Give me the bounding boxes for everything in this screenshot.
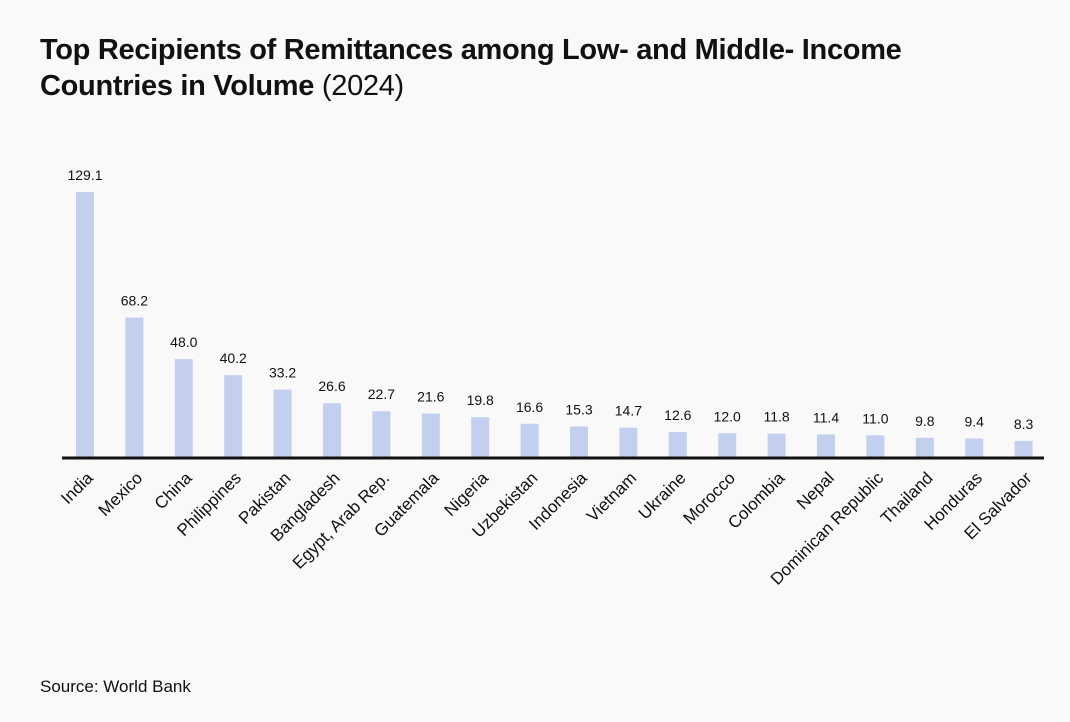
bar-india xyxy=(76,192,94,458)
value-label-vietnam: 14.7 xyxy=(615,403,642,419)
bar-thailand xyxy=(915,437,934,458)
chart-title-main: Top Recipients of Remittances among Low-… xyxy=(40,34,902,102)
bar-egypt-arab-rep xyxy=(372,411,391,458)
category-label-india: India xyxy=(57,468,97,508)
value-label-el-salvador: 8.3 xyxy=(1014,416,1034,432)
value-label-philippines: 40.2 xyxy=(220,350,247,366)
bar-guatemala xyxy=(421,413,440,458)
value-label-uzbekistan: 16.6 xyxy=(516,399,543,415)
category-label-nepal: Nepal xyxy=(793,468,838,513)
bar-pakistan xyxy=(273,389,292,458)
source-note: Source: World Bank xyxy=(40,677,191,696)
value-label-nigeria: 19.8 xyxy=(467,392,494,408)
bar-dominican-republic xyxy=(866,435,885,458)
value-label-indonesia: 15.3 xyxy=(565,402,592,418)
chart-title: Top Recipients of Remittances among Low-… xyxy=(40,32,1040,104)
value-label-india: 129.1 xyxy=(67,167,102,183)
value-label-pakistan: 33.2 xyxy=(269,365,296,381)
category-label-vietnam: Vietnam xyxy=(583,468,640,525)
bar-honduras xyxy=(965,438,984,458)
bar-vietnam xyxy=(619,427,638,458)
category-label-mexico: Mexico xyxy=(95,468,147,520)
value-label-morocco: 12.0 xyxy=(714,408,741,424)
value-label-guatemala: 21.6 xyxy=(417,389,444,405)
bar-ukraine xyxy=(668,432,687,458)
bar-nepal xyxy=(817,434,835,458)
value-label-dominican-republic: 11.0 xyxy=(862,410,888,426)
bar-mexico xyxy=(125,317,144,458)
bar-china xyxy=(174,359,193,458)
category-label-china: China xyxy=(151,468,196,513)
chart-title-year: (2024) xyxy=(321,70,404,102)
value-label-china: 48.0 xyxy=(170,334,197,350)
value-label-nepal: 11.4 xyxy=(813,410,839,426)
value-label-thailand: 9.8 xyxy=(915,413,935,429)
value-label-honduras: 9.4 xyxy=(964,414,984,430)
value-label-bangladesh: 26.6 xyxy=(318,378,345,394)
bars-group xyxy=(76,192,1033,458)
value-label-mexico: 68.2 xyxy=(121,293,148,309)
value-label-colombia: 11.8 xyxy=(763,409,789,425)
bar-el-salvador xyxy=(1014,440,1033,458)
value-labels-group: 129.1 68.2 48.0 40.2 33.2 26.6 22.7 21.6 19.8 16.… xyxy=(67,167,1033,432)
bar-philippines xyxy=(224,375,243,458)
bar-colombia xyxy=(767,433,786,458)
bar-morocco xyxy=(718,433,737,458)
value-label-ukraine: 12.6 xyxy=(664,407,691,423)
bar-nigeria xyxy=(471,417,490,458)
bar-uzbekistan xyxy=(520,423,539,458)
bar-bangladesh xyxy=(323,403,341,458)
value-label-egypt-arab-rep: 22.7 xyxy=(368,386,395,402)
bar-indonesia xyxy=(570,426,588,458)
